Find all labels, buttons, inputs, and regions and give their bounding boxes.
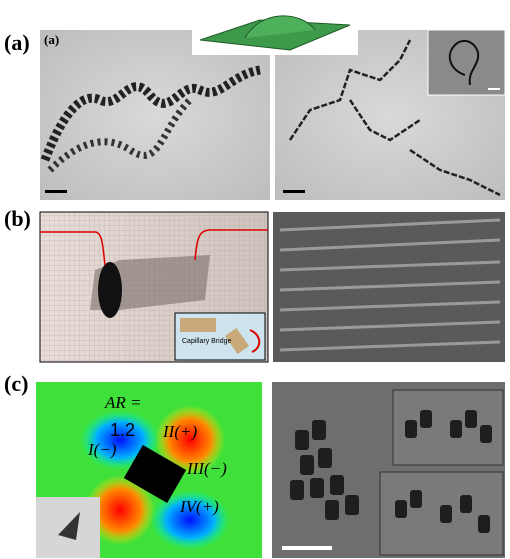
scale-bar [283,190,305,193]
region-label: IV(+) [179,497,219,516]
region-label: II(+) [162,422,197,441]
panel-a: (a) (a) [4,0,505,200]
scale-bar [488,88,500,90]
panel-c: (c) AR = 1.2 I(−) II(+) III(−) IV(+) [4,371,505,558]
inset-sem [428,30,505,95]
cylinder-end [98,262,122,318]
figure: (a) (a) (b) Capillary Bridge (c) AR = 1.… [0,0,510,559]
region-label: III(−) [186,459,227,478]
region-label: I(−) [87,440,117,459]
ar-value: 1.2 [110,420,135,440]
ar-label: AR = [104,393,142,412]
micrograph [40,30,270,200]
scale-bar [282,546,332,550]
panel-label: (b) [4,206,31,231]
inset-text: Capillary Bridge [182,338,232,345]
sub-label: (a) [44,32,59,47]
panel-label: (c) [4,371,28,396]
panel-b: (b) Capillary Bridge [4,206,505,362]
scale-bar [45,190,67,193]
panel-label: (a) [4,30,30,55]
rod [180,318,216,332]
